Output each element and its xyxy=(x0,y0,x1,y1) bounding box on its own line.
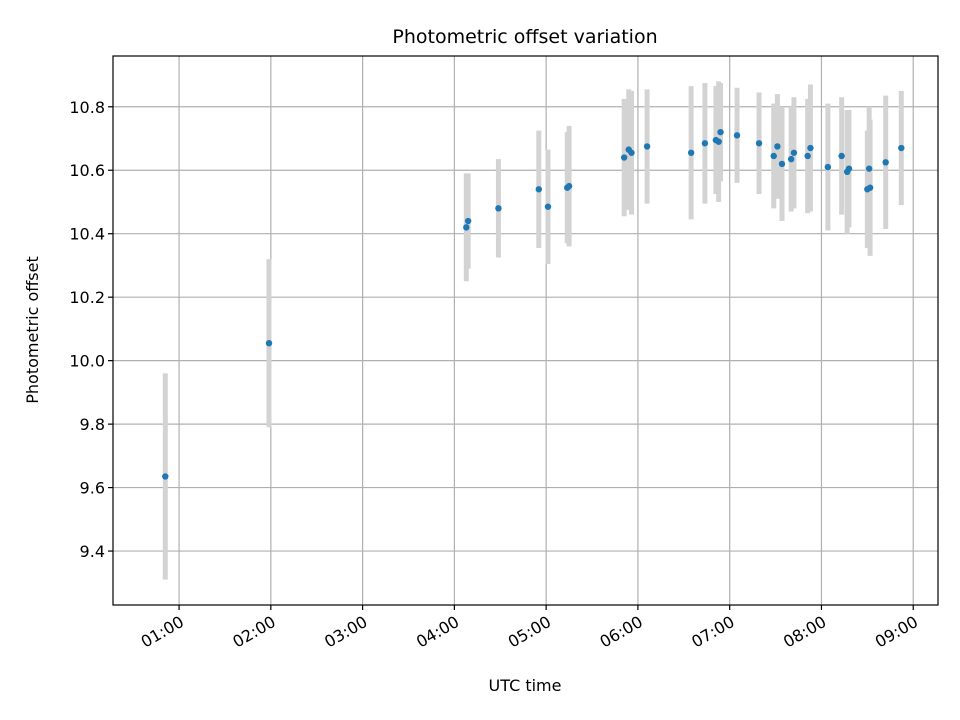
data-point xyxy=(535,186,543,193)
data-point xyxy=(565,182,573,190)
chart-title: Photometric offset variation xyxy=(392,26,657,48)
data-point xyxy=(824,163,832,171)
data-point xyxy=(770,152,777,160)
y-tick-label: 9.4 xyxy=(80,542,105,561)
data-point xyxy=(778,160,786,168)
data-point xyxy=(495,205,502,212)
data-point xyxy=(790,149,798,156)
plot-frame xyxy=(112,55,939,606)
data-point xyxy=(845,165,853,172)
data-point xyxy=(755,140,763,147)
y-tick-label: 10.0 xyxy=(69,352,105,371)
data-point xyxy=(774,143,781,150)
data-point xyxy=(807,144,814,152)
x-axis-label: UTC time xyxy=(489,676,562,695)
data-point xyxy=(701,140,709,147)
y-tick-label: 10.4 xyxy=(69,225,105,244)
data-point xyxy=(544,203,552,210)
data-point xyxy=(804,152,811,160)
data-point xyxy=(715,138,722,145)
data-point xyxy=(620,154,628,161)
data-point xyxy=(866,184,874,191)
y-tick-label: 10.8 xyxy=(69,98,105,117)
y-axis-label: Photometric offset xyxy=(23,256,42,404)
data-point xyxy=(643,143,651,150)
data-point xyxy=(265,339,273,347)
data-point xyxy=(882,159,889,166)
data-point xyxy=(628,149,635,156)
y-tick-label: 10.2 xyxy=(69,288,105,307)
y-tick-label: 10.6 xyxy=(69,161,105,180)
data-points xyxy=(162,128,905,480)
data-point xyxy=(865,165,873,172)
data-point xyxy=(733,132,741,139)
data-point xyxy=(687,149,695,156)
data-point xyxy=(898,144,905,152)
data-point xyxy=(717,128,724,136)
data-point xyxy=(464,217,472,225)
data-point xyxy=(463,224,470,231)
data-point xyxy=(838,152,845,160)
data-point xyxy=(787,155,795,163)
data-point xyxy=(162,473,169,480)
grid xyxy=(113,56,938,605)
y-tick-label: 9.6 xyxy=(80,479,105,498)
y-tick-label: 9.8 xyxy=(80,415,105,434)
y-axis-ticks: 9.4 9.6 9.8 10.0 10.2 10.4 10.6 10.8 xyxy=(69,98,113,561)
